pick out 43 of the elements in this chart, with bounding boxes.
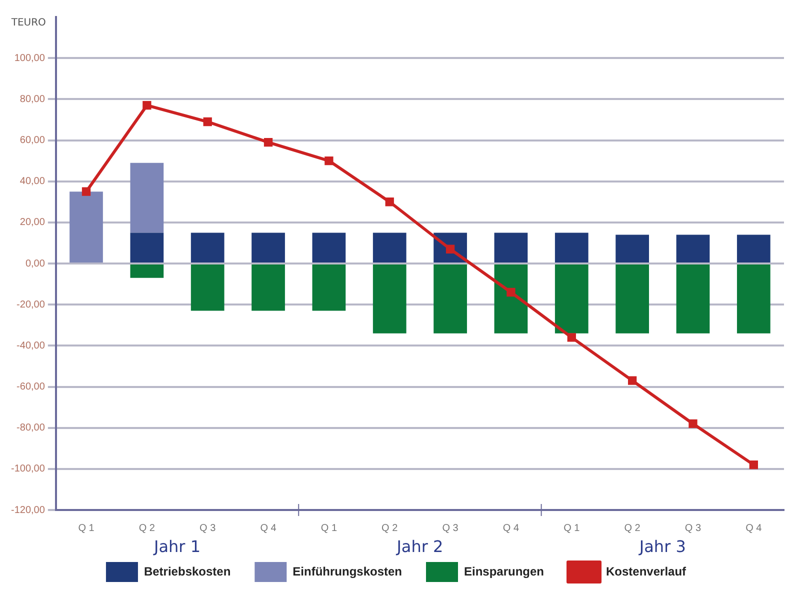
point: [203, 117, 212, 126]
y-tick-label: -40,00: [16, 340, 46, 352]
point: [264, 138, 273, 147]
y-tick-label: 80,00: [20, 94, 46, 105]
point: [385, 198, 394, 206]
y-axis-title: TEURO: [10, 18, 46, 29]
x-tick-label: Q 1: [564, 522, 580, 534]
y-tick-label: 0,00: [25, 258, 46, 270]
y-tick-label: 60,00: [20, 135, 46, 146]
y-tick-label: 20,00: [20, 217, 46, 228]
point: [506, 288, 516, 297]
text: Jahr 1: [153, 537, 201, 556]
x-tick-label: Q 4: [260, 522, 277, 534]
x-tick-label: Q 4: [746, 522, 762, 534]
legend-label: Kostenverlauf: [606, 564, 688, 578]
legend-label: Betriebskosten: [144, 564, 231, 578]
y-tick-label: -120,00: [10, 504, 46, 516]
point: [142, 101, 152, 110]
text: Jahr 3: [638, 537, 686, 556]
x-tick-label: Q 3: [442, 522, 459, 534]
legend-label: Einsparungen: [464, 564, 544, 578]
point: [567, 333, 576, 342]
x-tick-label: Q 2: [138, 522, 156, 534]
y-tick-label: -80,00: [16, 422, 46, 434]
legend-label: Einführungskosten: [292, 564, 402, 578]
y-tick-label: 40,00: [20, 176, 46, 188]
x-tick-label: Q 2: [382, 522, 398, 534]
x-tick-label: Q 3: [684, 522, 702, 534]
x-tick-label: Q 4: [502, 522, 520, 534]
text: Jahr 2: [396, 537, 444, 556]
point: [749, 460, 758, 470]
y-tick-label: -20,00: [16, 299, 46, 310]
point: [628, 376, 637, 385]
y-tick-label: -100,00: [10, 464, 46, 475]
point: [82, 187, 91, 196]
x-tick-label: Q 2: [624, 522, 641, 534]
x-tick-label: Q 1: [320, 522, 338, 534]
x-tick-label: Q 1: [78, 522, 95, 534]
point: [324, 156, 334, 166]
y-tick-label: 100,00: [14, 52, 46, 64]
point: [688, 419, 698, 428]
x-tick-label: Q 3: [200, 522, 216, 534]
y-tick-label: -60,00: [16, 382, 46, 392]
